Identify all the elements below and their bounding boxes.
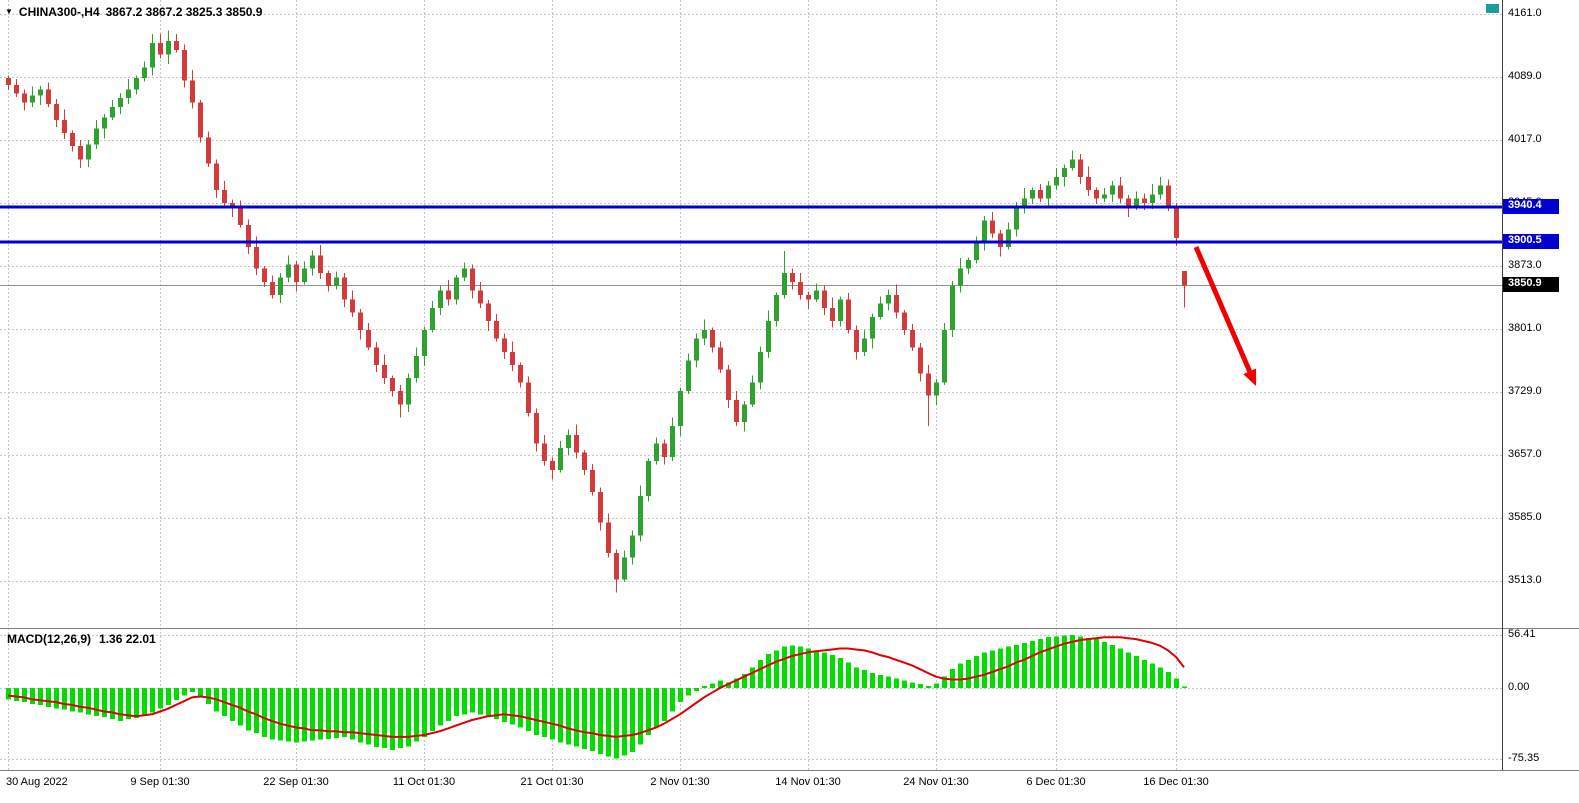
time-axis-label: 2 Nov 01:30: [650, 776, 710, 788]
price-axis-label: 3657.0: [1508, 448, 1542, 460]
time-axis-label: 9 Sep 01:30: [130, 776, 190, 788]
time-axis-label: 6 Dec 01:30: [1026, 776, 1086, 788]
symbol-label: CHINA300-,H4: [18, 5, 100, 19]
time-axis-label: 30 Aug 2022: [6, 776, 68, 788]
price-axis-label: 3801.0: [1508, 322, 1542, 334]
current-price-tag: 3850.9: [1503, 277, 1559, 293]
time-axis-label: 11 Oct 01:30: [392, 776, 456, 788]
gridlines: [0, 0, 1502, 770]
ohlc-quote: 3867.2 3867.2 3825.3 3850.9: [105, 5, 263, 19]
time-axis-label: 14 Nov 01:30: [775, 776, 841, 788]
macd-signal-line: [7, 636, 1185, 738]
time-axis-label: 24 Nov 01:30: [903, 776, 969, 788]
macd-axis-label: -75.35: [1508, 751, 1540, 764]
price-axis-label: 3585.0: [1508, 511, 1542, 523]
time-axis-label: 21 Oct 01:30: [520, 776, 584, 788]
price-axis-label: 4017.0: [1508, 133, 1542, 145]
macd-axis-label: 0.00: [1508, 681, 1530, 693]
candlesticks: [6, 30, 1187, 593]
macd-axis-label: 56.41: [1508, 627, 1536, 640]
symbol-dropdown-icon[interactable]: ▼: [5, 7, 13, 16]
macd-name: MACD(12,26,9): [7, 632, 92, 646]
price-axis-label: 3513.0: [1508, 574, 1542, 586]
price-axis-label: 4089.0: [1508, 70, 1542, 82]
time-axis-label: 22 Sep 01:30: [263, 776, 329, 788]
price-axis-label: 4161.0: [1508, 7, 1542, 19]
resistance-price-tag: 3940.4: [1503, 199, 1559, 215]
chart-title: ▼ CHINA300-,H4 3867.2 3867.2 3825.3 3850…: [5, 5, 262, 19]
macd-values: 1.36 22.01: [99, 632, 156, 646]
price-axis-label: 3729.0: [1508, 385, 1542, 397]
price-axis-label: 3873.0: [1508, 259, 1542, 271]
macd-histogram: [6, 634, 1187, 759]
time-axis-label: 16 Dec 01:30: [1143, 776, 1209, 788]
support-price-tag: 3900.5: [1503, 233, 1559, 249]
macd-label: MACD(12,26,9) 1.36 22.01: [7, 632, 156, 646]
trend-arrow-head: [1243, 368, 1257, 386]
chart-shift-marker[interactable]: [1486, 4, 1499, 13]
trend-arrow[interactable]: [1193, 246, 1252, 373]
